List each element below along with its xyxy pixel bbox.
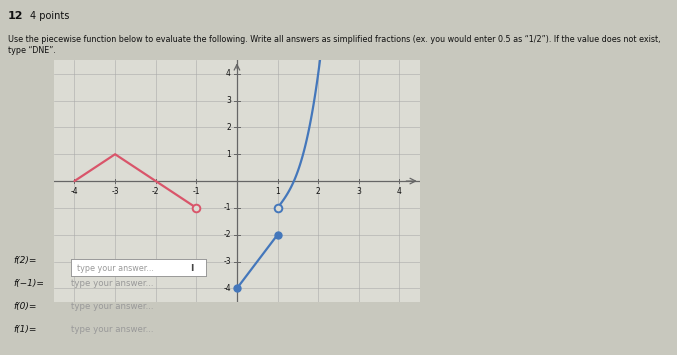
Text: -2: -2 [152,187,160,196]
Text: 3: 3 [356,187,362,196]
Text: 3: 3 [226,96,231,105]
Text: 2: 2 [315,187,321,196]
Text: 1: 1 [275,187,280,196]
Text: -3: -3 [223,257,231,266]
Text: type your answer...: type your answer... [71,325,154,334]
Text: type your answer...: type your answer... [71,279,154,288]
Text: 4 points: 4 points [30,11,70,21]
Text: f(0)=: f(0)= [14,302,37,311]
Text: -1: -1 [192,187,200,196]
Text: -4: -4 [223,284,231,293]
Text: 4: 4 [226,69,231,78]
Text: 2: 2 [226,123,231,132]
Text: 4: 4 [397,187,402,196]
Text: I: I [190,264,194,273]
Text: 1: 1 [226,150,231,159]
Text: type your answer...: type your answer... [77,264,154,273]
Text: -1: -1 [223,203,231,212]
Text: Use the piecewise function below to evaluate the following. Write all answers as: Use the piecewise function below to eval… [8,36,661,55]
Text: -3: -3 [111,187,119,196]
Text: -2: -2 [223,230,231,239]
Text: f(2)=: f(2)= [14,256,37,264]
Text: f(1)=: f(1)= [14,325,37,334]
Text: 12: 12 [8,11,24,21]
Text: f(−1)=: f(−1)= [14,279,45,288]
Text: -4: -4 [70,187,79,196]
Text: type your answer...: type your answer... [71,302,154,311]
